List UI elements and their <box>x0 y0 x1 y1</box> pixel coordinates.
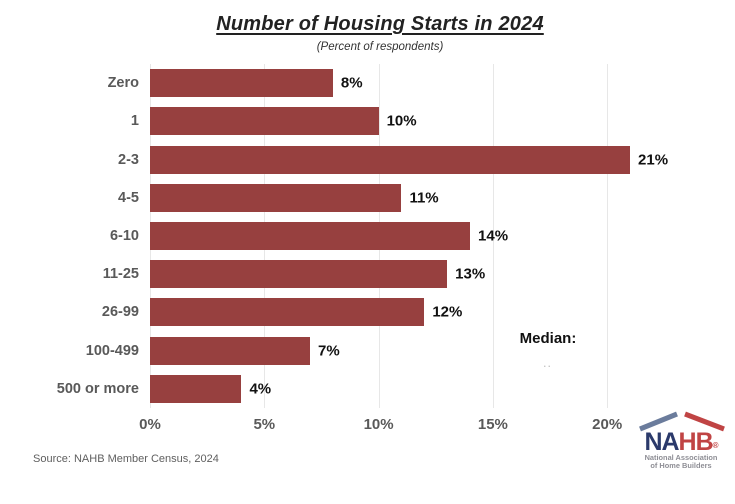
category-label: Zero <box>107 75 139 92</box>
registered-mark-icon: ® <box>713 441 719 450</box>
bar-row: 100-499 7% <box>86 332 675 370</box>
category-label: 26-99 <box>101 304 139 321</box>
bar-row: 11-25 13% <box>103 255 675 293</box>
roof-right-icon <box>684 411 725 432</box>
bar-1 <box>150 107 379 136</box>
category-label: 100-499 <box>85 342 139 359</box>
bar-row: 2-3 21% <box>118 140 675 178</box>
chart-title: Number of Housing Starts in 2024 <box>216 13 544 35</box>
bar-row: 1 10% <box>131 102 675 140</box>
plot-area: Zero 8% 1 10% 2-3 21% 4-5 11% 6-10 14% 11-25 13% 26-… <box>57 64 675 433</box>
bar-11-25 <box>150 260 448 289</box>
gridline-15 <box>492 64 494 408</box>
value-label: 4% <box>249 380 272 398</box>
median-label: Median: <box>519 330 577 347</box>
value-label: 13% <box>455 265 486 283</box>
bar-row: 4-5 11% <box>118 179 675 217</box>
value-label: 7% <box>318 342 340 360</box>
chart-subtitle: (Percent of respondents) <box>316 41 444 53</box>
value-label: 8% <box>340 74 363 92</box>
x-tick-label: 20% <box>592 416 623 433</box>
bar-rows: Zero 8% 1 10% 2-3 21% 4-5 11% 6-10 14% 11-25 13% 26-… <box>57 64 675 408</box>
x-tick-label: 10% <box>363 416 394 433</box>
nahb-logo: NAHB® National Association of Home Build… <box>633 408 733 472</box>
value-label: 12% <box>432 303 463 321</box>
bar-26-99 <box>150 298 425 327</box>
x-tick-label: 15% <box>477 416 508 433</box>
nahb-logo-graphic: NAHB® National Association of Home Build… <box>639 411 725 470</box>
bar-row: 26-99 12% <box>102 293 675 331</box>
category-label: 2-3 <box>118 151 139 168</box>
value-label: 21% <box>638 151 669 169</box>
x-tick-label: 5% <box>253 416 276 433</box>
logo-tagline-line1: National Association <box>645 453 718 462</box>
value-label: 14% <box>478 227 509 245</box>
bar-6-10 <box>150 221 471 250</box>
bar-row: 500 or more 4% <box>57 370 675 408</box>
bar-zero <box>150 69 333 98</box>
category-label: 500 or more <box>56 380 139 397</box>
median-annotation: Median: .. <box>499 330 597 369</box>
source-note: Source: NAHB Member Census, 2024 <box>33 453 219 465</box>
logo-wordmark: NAHB® <box>644 428 718 456</box>
bar-100-499 <box>150 336 311 365</box>
bar-500-or-more <box>150 374 242 403</box>
value-label: 11% <box>409 189 439 207</box>
category-label: 4-5 <box>118 189 139 206</box>
category-label: 11-25 <box>102 266 139 283</box>
median-value: .. <box>543 359 553 369</box>
roof-left-icon <box>639 411 678 432</box>
bar-2-3 <box>150 145 631 174</box>
bar-row: 6-10 14% <box>110 217 675 255</box>
logo-hb: HB <box>679 428 713 456</box>
bar-4-5 <box>150 183 402 212</box>
category-label: 1 <box>130 113 139 130</box>
logo-na: NA <box>644 428 679 456</box>
value-label: 10% <box>386 112 417 130</box>
category-label: 6-10 <box>109 227 139 244</box>
logo-tagline-line2: of Home Builders <box>650 461 711 470</box>
x-tick-label: 0% <box>139 416 161 433</box>
bar-row: Zero 8% <box>108 64 675 102</box>
gridline-20 <box>607 64 609 408</box>
